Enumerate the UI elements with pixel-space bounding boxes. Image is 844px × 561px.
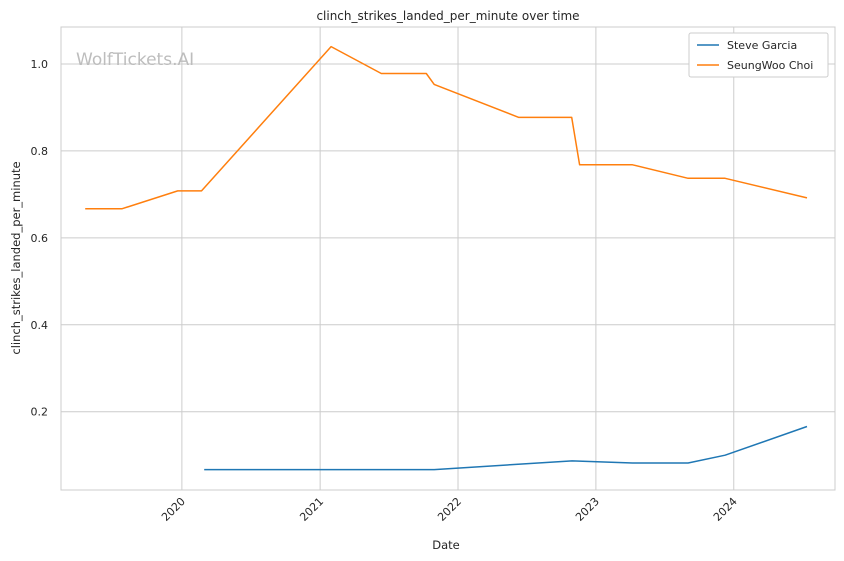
legend: Steve Garcia SeungWoo Choi (688, 32, 829, 78)
series-line-steve-garcia (204, 425, 808, 471)
series-layer (85, 45, 808, 471)
series-line-seungwoo-choi (85, 45, 808, 210)
legend-box (688, 32, 829, 78)
y-tick-label: 0.2 (31, 406, 49, 419)
x-tick-label: 2023 (573, 495, 602, 524)
x-tick-label: 2022 (435, 495, 464, 524)
legend-label-steve-garcia: Steve Garcia (727, 39, 797, 52)
plot-background (61, 27, 835, 490)
y-tick-label: 0.4 (31, 319, 49, 332)
x-tick-label: 2020 (159, 495, 188, 524)
x-tick-label: 2021 (297, 495, 326, 524)
watermark: WolfTickets.AI (76, 50, 194, 70)
y-tick-label: 1.0 (31, 58, 49, 71)
plot-border (60, 26, 836, 491)
y-tick-label: 0.8 (31, 145, 49, 158)
x-tick-label: 2024 (711, 495, 740, 524)
y-axis-title: clinch_strikes_landed_per_minute (9, 161, 23, 354)
y-tick-label: 0.6 (31, 232, 49, 245)
chart-title: clinch_strikes_landed_per_minute over ti… (316, 9, 579, 23)
x-axis-title: Date (432, 538, 460, 552)
x-tick-labels: 2020 2021 2022 2023 2024 (159, 495, 740, 524)
legend-label-seungwoo-choi: SeungWoo Choi (727, 59, 813, 72)
y-tick-labels: 0.2 0.4 0.6 0.8 1.0 (31, 58, 49, 419)
